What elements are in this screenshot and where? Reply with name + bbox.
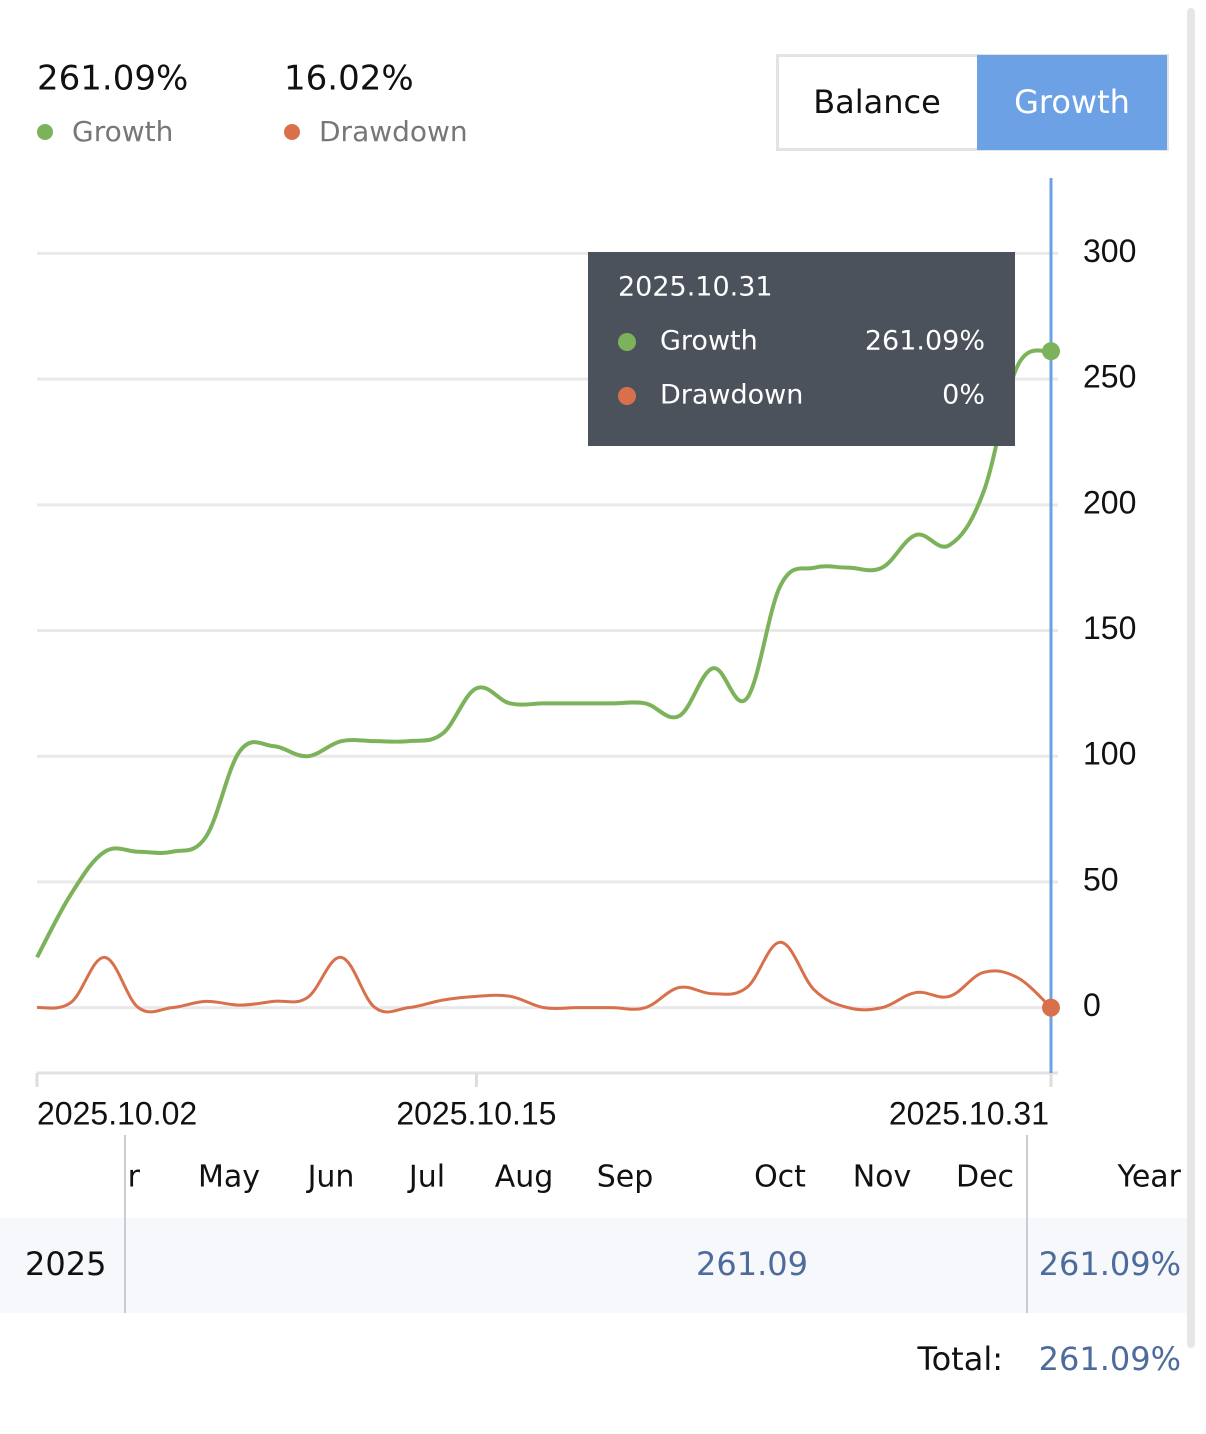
y-tick-label: 200 [1083,484,1136,520]
series-line [35,348,1052,959]
column-header: Jul [407,1160,445,1195]
total-value: 261.09% [1039,1340,1181,1378]
tooltip-bg [588,252,1015,446]
button[interactable]: Growth [1014,83,1130,121]
column-header: Sep [597,1160,654,1195]
plot: 0 50 100 150 200 250 300 2025.10.02 2025.10.15 20… [35,178,1136,1131]
column-header: Oct [754,1160,806,1195]
y-tick-label: 150 [1083,610,1136,646]
table: 2025 261.09 261.09% Total: 261.09% Apr Ma… [0,1135,1187,1378]
column-header: Year [1116,1160,1181,1195]
column-header: Aug [495,1160,554,1195]
y-tick-label: 50 [1083,861,1119,897]
tooltip-name: Growth [660,326,758,357]
button-active[interactable] [977,55,1167,150]
y-tick-label: 300 [1083,233,1136,269]
column-header: Jun [306,1160,355,1195]
legend-dot [284,124,300,140]
tooltip-name: Drawdown [660,380,803,411]
x-tick-label: 2025.10.31 [889,1095,1049,1131]
tooltip-value: 0% [942,380,985,411]
tooltip-value: 261.09% [865,326,985,357]
column-header: Dec [956,1160,1014,1195]
x-tick-label: 2025.10.15 [396,1095,556,1131]
legend-dot [37,124,53,140]
tooltip-dot [618,333,636,351]
table-header: Apr May Jun Jul Aug Sep Oct Nov Dec Year [88,1160,1182,1195]
drawdown-stat: 16.02% [284,59,414,99]
y-tick-label: 100 [1083,736,1136,772]
button[interactable]: Balance [813,83,941,121]
series-line [36,940,1053,1014]
row-bg [0,1218,1187,1313]
total-label: Total: [916,1340,1003,1378]
row-year: 2025 [25,1245,106,1283]
legend-label: Growth [72,115,173,148]
column-header: Nov [853,1160,912,1195]
x-tick-label: 2025.10.02 [37,1095,197,1131]
y-tick-label: 250 [1083,359,1136,395]
column-header: Apr [88,1160,141,1195]
tooltip-dot [618,387,636,405]
y-tick-label: 0 [1083,987,1101,1023]
scrollbar [1187,8,1195,1348]
row-total: 261.09% [1039,1245,1181,1283]
row-value: 261.09 [696,1245,808,1283]
highlight-point [1042,342,1060,361]
highlight-point [1042,998,1060,1017]
tooltip-date: 2025.10.31 [618,272,773,303]
tooltip: 2025.10.31 Growth 261.09% Drawdown 0% [588,252,1015,446]
legend-label: Drawdown [319,115,468,148]
growth-stat: 261.09% [37,59,188,99]
column-header: May [198,1160,260,1195]
